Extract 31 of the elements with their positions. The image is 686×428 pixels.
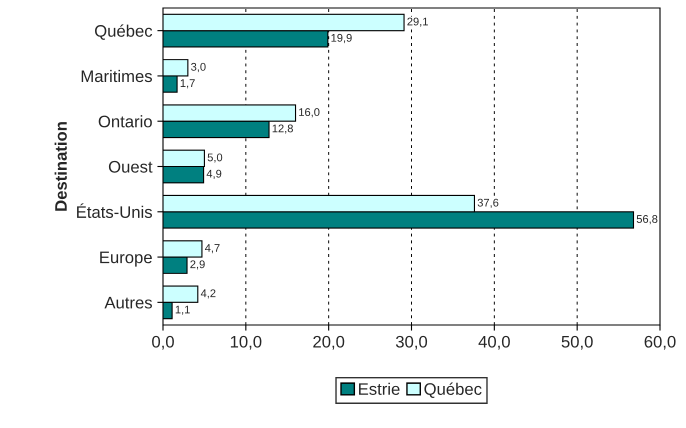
- x-tick-label: 40,0: [478, 336, 510, 350]
- y-tick-label: Ouest: [108, 160, 152, 173]
- x-tick-label: 30,0: [396, 336, 428, 350]
- y-tick-label: Maritimes: [82, 70, 152, 82]
- data-label: 16,0: [299, 108, 320, 118]
- y-tick-label: Europe: [100, 252, 152, 267]
- y-axis-title: Destination: [54, 122, 67, 211]
- data-label: 2,9: [190, 260, 205, 270]
- data-label: 5,0: [208, 153, 222, 163]
- data-label: 1,7: [180, 79, 195, 88]
- data-label: 12,8: [272, 124, 293, 134]
- data-label: 4,7: [204, 244, 220, 254]
- y-tick-label: Autres: [104, 296, 152, 309]
- data-label: 4,9: [206, 170, 222, 179]
- legend-label: Québec: [424, 382, 482, 398]
- x-tick-label: 10,0: [230, 336, 262, 350]
- x-tick-label: 20,0: [313, 336, 344, 350]
- x-tick-label: 0,0: [152, 336, 174, 350]
- x-tick-label: 50,0: [562, 336, 593, 350]
- data-label: 3,0: [191, 62, 206, 72]
- legend-label: Estrie: [359, 382, 400, 395]
- data-label: 4,2: [200, 289, 216, 298]
- y-tick-label: Québec: [95, 24, 152, 40]
- data-label: 1,1: [176, 306, 190, 315]
- y-tick-label: Ontario: [98, 115, 152, 128]
- y-tick-label: États-Unis: [77, 203, 152, 218]
- x-tick-label: 60,0: [644, 336, 676, 350]
- data-label: 37,6: [478, 198, 498, 208]
- data-label: 29,1: [407, 18, 428, 27]
- data-label: 19,9: [331, 34, 352, 44]
- data-label: 56,8: [636, 215, 658, 224]
